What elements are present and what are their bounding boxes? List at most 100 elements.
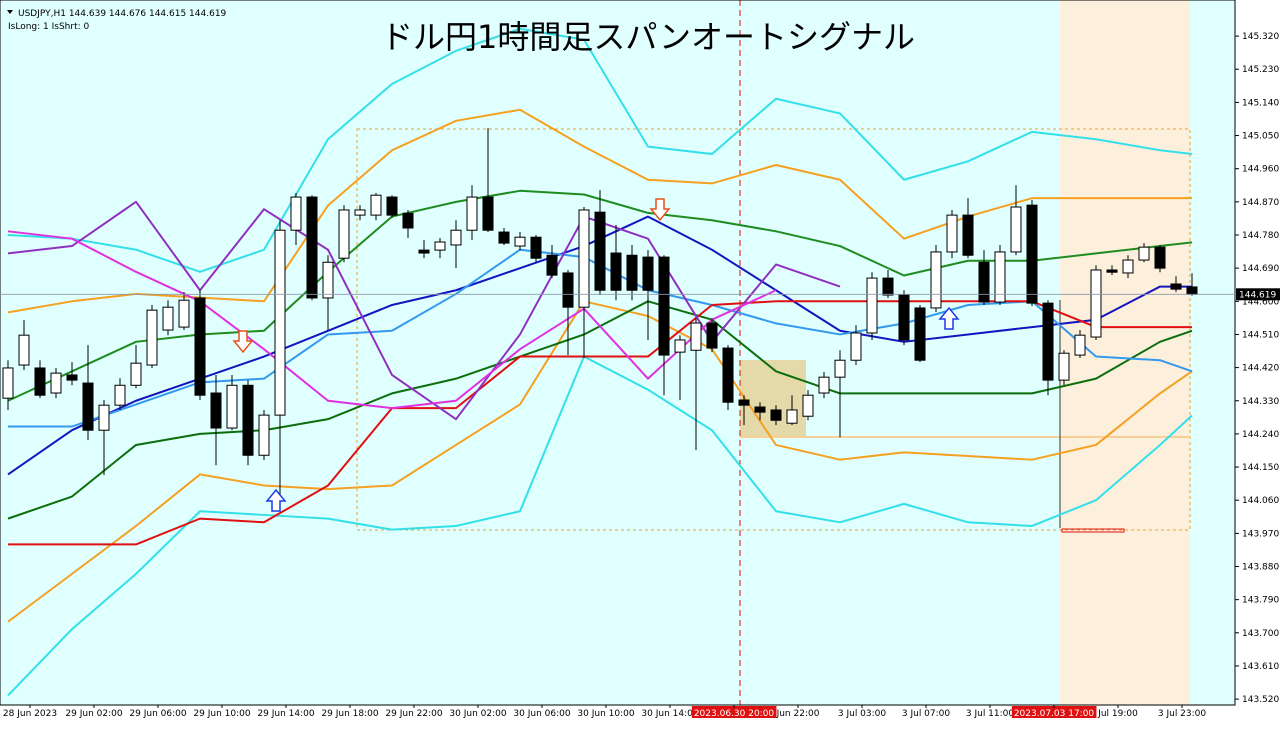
y-tick-label: 144.060 (1242, 496, 1279, 506)
candle-body (866, 277, 878, 334)
candle-body (1026, 204, 1038, 304)
candle-body (162, 306, 174, 331)
candle-body (834, 359, 846, 378)
y-tick-label: 145.140 (1242, 98, 1279, 108)
candle-body (242, 384, 254, 456)
candle-body (882, 277, 894, 296)
x-tick-label: Jun 22:00 (776, 709, 820, 719)
plot-border (0, 0, 1236, 706)
candle-body (898, 294, 910, 341)
candle-body (434, 241, 446, 251)
y-tick-label: 144.780 (1242, 231, 1279, 241)
candle-body (1090, 269, 1102, 338)
y-tick-label: 144.960 (1242, 165, 1279, 175)
candle-body (1122, 259, 1134, 274)
candle-body (610, 252, 622, 291)
candle-body (946, 214, 958, 253)
x-tick-label: 29 Jun 10:00 (193, 709, 250, 719)
candle-body (770, 409, 782, 421)
candle-body (658, 256, 670, 356)
candle-body (738, 399, 750, 406)
indicator-line (7, 355, 1193, 697)
candle-body (258, 414, 270, 456)
candle-body (1042, 302, 1054, 381)
candle-body (34, 367, 46, 396)
candle-body (1154, 246, 1166, 269)
candle-body (370, 194, 382, 216)
candle-body (226, 384, 238, 429)
candle-body (1170, 283, 1182, 290)
candle-body (82, 382, 94, 431)
x-tick-label: 29 Jun 22:00 (385, 709, 442, 719)
candle-body (754, 406, 766, 413)
candles (2, 128, 1198, 496)
candle-body (402, 212, 414, 229)
y-tick-label: 143.700 (1242, 629, 1279, 639)
buy-arrow (938, 306, 960, 330)
candle-body (1186, 286, 1198, 295)
x-tick-label: 30 Jun 14:00 (641, 709, 698, 719)
candle-body (562, 272, 574, 308)
candle-body (290, 196, 302, 231)
candle-body (722, 347, 734, 403)
candle-body (546, 254, 558, 276)
candle-body (578, 209, 590, 308)
y-tick-label: 143.790 (1242, 596, 1279, 606)
candle-body (514, 236, 526, 247)
candle-body (322, 261, 334, 299)
candle-body (466, 196, 478, 231)
candle-body (802, 394, 814, 417)
highlight-label-bg (691, 706, 777, 718)
x-tick-label: 30 Jun 06:00 (513, 709, 570, 719)
candle-body (98, 404, 110, 431)
candle-body (994, 251, 1006, 303)
indicator-line (7, 27, 1193, 273)
candle-body (914, 307, 926, 361)
y-tick-label: 145.050 (1242, 132, 1279, 142)
candle-body (338, 209, 350, 259)
status-text: IsLong: 1 IsShrt: 0 (8, 22, 89, 32)
candle-body (642, 256, 654, 291)
candle-body (1010, 206, 1022, 253)
menu-triangle (7, 10, 13, 14)
y-tick-label: 144.150 (1242, 463, 1279, 473)
candle-body (1138, 246, 1150, 261)
y-tick-label: 145.320 (1242, 32, 1279, 42)
candle-body (498, 231, 510, 244)
candle-body (1106, 269, 1118, 273)
candle-body (178, 299, 190, 328)
y-tick-label: 145.230 (1242, 65, 1279, 75)
candle-body (114, 384, 126, 406)
price-label-bg (1236, 288, 1280, 301)
x-tick-label: 29 Jun 14:00 (257, 709, 314, 719)
x-tick-label: 3 Jul 07:00 (902, 709, 951, 719)
candle-body (594, 211, 606, 291)
candle-body (674, 339, 686, 353)
candle-body (978, 261, 990, 303)
indicator-line (7, 300, 1193, 520)
y-tick-label: 143.610 (1242, 662, 1279, 672)
candle-body (450, 229, 462, 246)
candle-body (690, 322, 702, 351)
range-box (356, 128, 1191, 531)
candle-body (850, 332, 862, 361)
candle-body (354, 209, 366, 216)
x-tick-label: 28 Jun 2023 (3, 709, 57, 719)
candle-body (418, 249, 430, 254)
candle-body (962, 214, 974, 256)
x-tick-label: 2023.07.03 17:00 (1014, 709, 1095, 719)
x-tick-label: 3 Jul 11:00 (966, 709, 1015, 719)
sell-arrow (232, 330, 254, 354)
candle-body (1074, 334, 1086, 356)
y-tick-label: 144.240 (1242, 430, 1279, 440)
candle-body (50, 372, 62, 394)
candle-body (706, 322, 718, 349)
y-tick-label: 144.870 (1242, 198, 1279, 208)
y-tick-label: 143.970 (1242, 529, 1279, 539)
candle-body (66, 374, 78, 381)
candle-body (146, 309, 158, 366)
symbol-info: USDJPY,H1 144.639 144.676 144.615 144.61… (18, 9, 227, 19)
x-tick-label: Jul 19:00 (1097, 709, 1138, 719)
y-tick-label: 144.420 (1242, 364, 1279, 374)
